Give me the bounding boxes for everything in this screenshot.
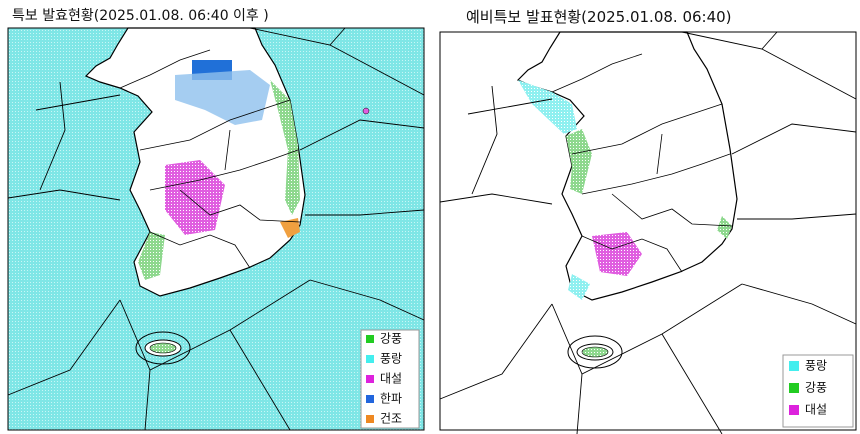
legend-label: 풍랑 [805,359,827,373]
map [439,31,857,434]
legend-label: 대설 [380,372,402,386]
panel-title: 특보 발효현황(2025.01.08. 06:40 이후 ) [12,8,269,24]
legend-label: 풍랑 [380,352,402,366]
legend-swatch [789,361,799,371]
legend-swatch [789,405,799,415]
map [7,27,425,431]
legend-swatch [366,335,374,343]
legend-label: 한파 [380,392,402,406]
legend-label: 대설 [805,403,827,417]
legend-label: 강풍 [805,381,827,395]
legend-swatch [366,375,374,383]
legend-swatch [789,383,799,393]
legend-label: 건조 [380,412,402,426]
legend-swatch [366,355,374,363]
legend-label: 강풍 [380,332,402,346]
legend-swatch [366,395,374,403]
legend-swatch [366,415,374,423]
panel-title: 예비특보 발표현황(2025.01.08. 06:40) [466,8,732,26]
